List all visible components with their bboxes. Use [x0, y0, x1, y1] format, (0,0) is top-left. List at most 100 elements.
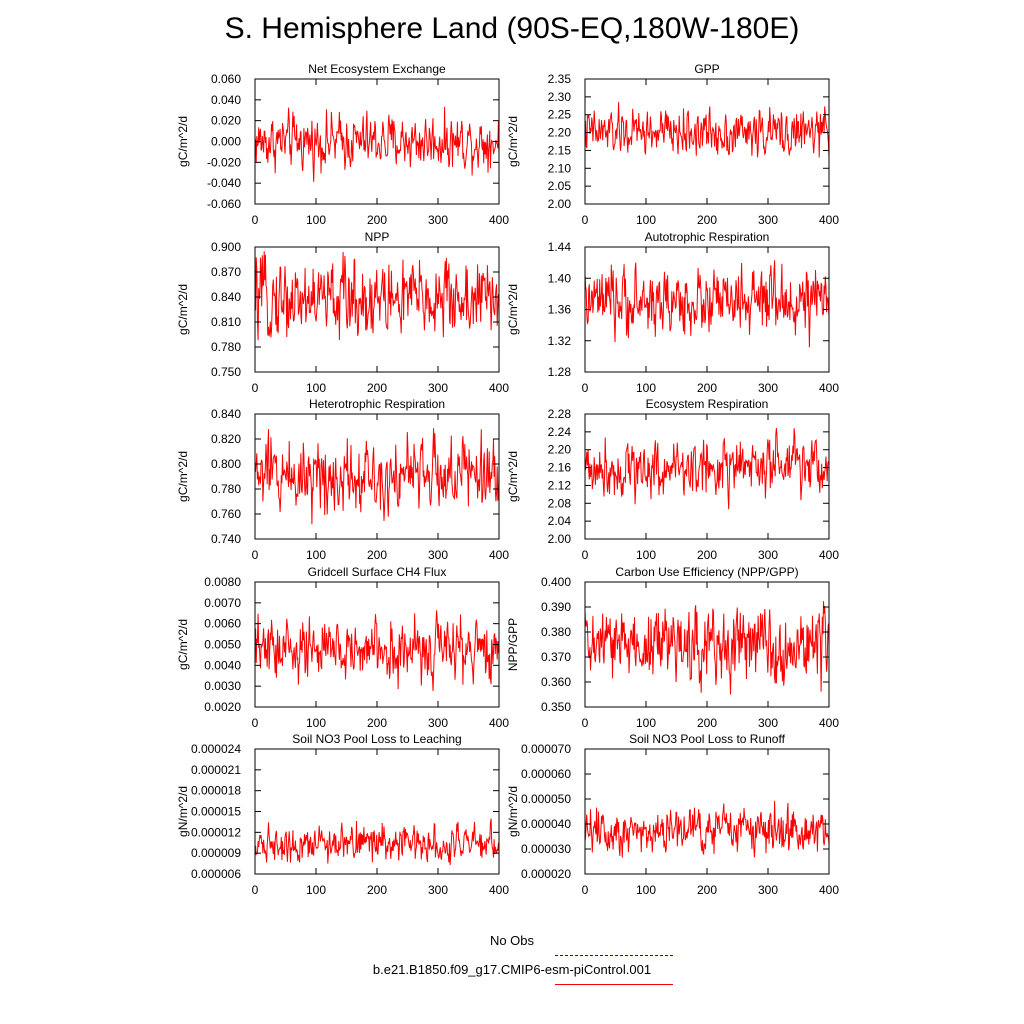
legend-line-obs [555, 955, 673, 956]
y-tick-label: 2.24 [548, 425, 572, 439]
series-line [254, 818, 500, 866]
y-tick-label: 1.32 [548, 334, 572, 348]
y-tick-label: 2.28 [548, 407, 572, 421]
y-tick-label: 1.44 [548, 240, 572, 254]
y-tick-label: 0.0070 [204, 596, 241, 610]
y-tick-label: 2.35 [548, 72, 572, 86]
y-tick-label: 0.840 [211, 407, 241, 421]
y-tick-label: 0.350 [541, 700, 571, 714]
y-tick-label: 2.30 [548, 90, 572, 104]
x-tick-label: 200 [367, 883, 387, 897]
y-tick-label: 0.000040 [521, 817, 571, 831]
legend-line-model [555, 984, 673, 985]
chart-panel-1: Net Ecosystem Exchange -0.060 -0.040 -0.020… [176, 62, 509, 227]
y-tick-label: 0.840 [211, 290, 241, 304]
panel-title: GPP [694, 62, 719, 76]
plot-frame [584, 748, 830, 875]
y-tick-label: 0.0050 [204, 638, 241, 652]
y-tick-label: 0.370 [541, 650, 571, 664]
y-tick-label: 0.400 [541, 575, 571, 589]
chart-figure: Net Ecosystem Exchange -0.060 -0.040 -0.020… [176, 62, 839, 897]
x-tick-label: 300 [428, 883, 448, 897]
y-tick-label: 2.05 [548, 179, 572, 193]
x-tick-label: 400 [819, 213, 839, 227]
x-tick-label: 200 [697, 716, 717, 730]
x-tick-label: 400 [819, 883, 839, 897]
panel-title: Heterotrophic Respiration [309, 397, 445, 411]
x-tick-label: 0 [252, 716, 259, 730]
y-tick-label: 2.00 [548, 532, 572, 546]
legend-label-obs: No Obs [489, 933, 535, 948]
x-tick-label: 100 [636, 883, 656, 897]
x-tick-label: 200 [367, 213, 387, 227]
y-tick-label: 0.780 [211, 482, 241, 496]
x-tick-label: 100 [306, 883, 326, 897]
y-tick-label: 0.380 [541, 625, 571, 639]
x-tick-label: 0 [582, 213, 589, 227]
y-tick-label: 2.20 [548, 126, 572, 140]
y-tick-label: 0.000050 [521, 792, 571, 806]
x-tick-label: 300 [428, 213, 448, 227]
y-tick-label: 0.000012 [191, 825, 241, 839]
y-tick-label: 1.36 [548, 303, 572, 317]
chart-panel-5: Heterotrophic Respiration 0.740 0.760 0.780… [176, 397, 509, 562]
y-tick-label: 2.00 [548, 197, 572, 211]
y-tick-label: 0.0030 [204, 679, 241, 693]
chart-panel-4: Autotrophic Respiration 1.28 1.32 1.36 1.40 1… [506, 230, 839, 395]
y-tick-label: 2.20 [548, 443, 572, 457]
series-line [584, 428, 830, 510]
y-axis-label: gC/m^2/d [506, 451, 520, 502]
y-axis-label: gC/m^2/d [176, 451, 190, 502]
series-line [254, 610, 500, 691]
y-tick-label: 0.0040 [204, 658, 241, 672]
y-tick-label: 0.000030 [521, 842, 571, 856]
x-tick-label: 0 [252, 883, 259, 897]
plot-frame [254, 748, 500, 875]
y-tick-label: 0.0020 [204, 700, 241, 714]
series-line [584, 601, 830, 695]
x-tick-label: 200 [697, 213, 717, 227]
y-axis-label: NPP/GPP [506, 618, 520, 671]
x-tick-label: 300 [758, 883, 778, 897]
y-axis-label: gN/m^2/d [506, 786, 520, 837]
y-tick-label: 0.040 [211, 93, 241, 107]
y-tick-label: 0.060 [211, 72, 241, 86]
y-tick-label: 2.12 [548, 478, 572, 492]
y-tick-label: 0.000009 [191, 846, 241, 860]
chart-panel-10: Soil NO3 Pool Loss to Runoff 0.000020 0.00… [506, 732, 839, 897]
y-tick-label: 0.000 [211, 135, 241, 149]
y-tick-label: -0.060 [207, 197, 241, 211]
x-tick-label: 400 [819, 548, 839, 562]
x-tick-label: 100 [636, 381, 656, 395]
x-tick-label: 300 [428, 548, 448, 562]
y-tick-label: 2.10 [548, 161, 572, 175]
x-tick-label: 100 [306, 548, 326, 562]
x-tick-label: 200 [367, 548, 387, 562]
chart-panel-8: Carbon Use Efficiency (NPP/GPP) 0.350 0.36… [506, 565, 839, 730]
x-tick-label: 300 [758, 213, 778, 227]
y-tick-label: 0.000060 [521, 767, 571, 781]
panel-title: Soil NO3 Pool Loss to Runoff [629, 732, 786, 746]
y-tick-label: 0.870 [211, 265, 241, 279]
x-tick-label: 100 [636, 213, 656, 227]
panel-title: Net Ecosystem Exchange [308, 62, 446, 76]
chart-panel-3: NPP 0.750 0.780 0.810 0.840 0.870 0.900 0 100 200… [176, 230, 509, 395]
y-axis-label: gN/m^2/d [176, 786, 190, 837]
y-tick-label: 0.740 [211, 532, 241, 546]
y-tick-label: 0.000021 [191, 763, 241, 777]
y-tick-label: 1.28 [548, 365, 572, 379]
y-tick-label: -0.040 [207, 176, 241, 190]
y-axis-label: gC/m^2/d [176, 284, 190, 335]
y-tick-label: 0.800 [211, 457, 241, 471]
y-tick-label: 0.000070 [521, 742, 571, 756]
panel-title: Soil NO3 Pool Loss to Leaching [292, 732, 461, 746]
x-tick-label: 400 [489, 716, 509, 730]
chart-panel-2: GPP 2.00 2.05 2.10 2.15 2.20 2.25 2.30 2.35 0 100 2… [506, 62, 839, 227]
x-tick-label: 100 [306, 381, 326, 395]
y-tick-label: 0.810 [211, 315, 241, 329]
y-tick-label: -0.020 [207, 155, 241, 169]
y-tick-label: 2.08 [548, 496, 572, 510]
series-line [584, 102, 830, 158]
chart-panel-7: Gridcell Surface CH4 Flux 0.0020 0.0030 0.0… [176, 565, 509, 730]
y-axis-label: gC/m^2/d [176, 116, 190, 167]
